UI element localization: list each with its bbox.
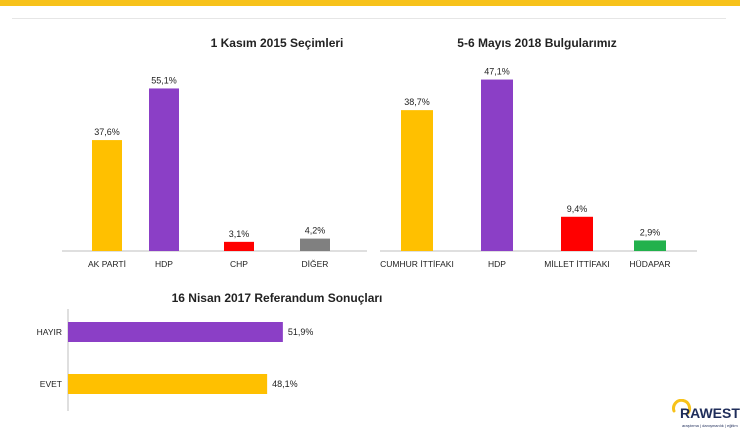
logo-name: RAWEST: [680, 405, 740, 421]
chart-3-bar-0: [68, 322, 283, 342]
chart-1-value-label-2: 3,1%: [229, 229, 250, 239]
chart-2-value-label-3: 2,9%: [640, 227, 661, 237]
chart-1-value-label-1: 55,1%: [151, 75, 177, 85]
chart-3-category-label-1: EVET: [40, 379, 62, 389]
logo-swoosh-icon: [672, 399, 692, 415]
chart-1-bar-0: [92, 140, 122, 251]
chart-3-value-label-1: 48,1%: [272, 379, 298, 389]
chart-2-bar-3: [634, 240, 666, 251]
rawest-logo: RAWEST araştırma | danışmanlık | eğitim: [666, 395, 740, 435]
chart-1-bar-3: [300, 238, 330, 251]
charts-canvas: 1 Kasım 2015 Seçimleri 37,6% AK PARTİ 55,1%…: [37, 36, 697, 411]
chart-2-value-label-2: 9,4%: [567, 204, 588, 214]
chart-2-title: 5-6 Mayıs 2018 Bulgularımız: [457, 36, 616, 50]
chart-1-bar-2: [224, 241, 254, 251]
chart-2-bar-0: [401, 110, 433, 251]
chart-1-value-label-0: 37,6%: [94, 127, 120, 137]
top-accent-bar: [0, 0, 740, 6]
chart-3-title: 16 Nisan 2017 Referandum Sonuçları: [172, 291, 383, 305]
chart-2-bar-1: [481, 79, 513, 251]
chart-1-bar-1: [149, 88, 179, 251]
chart-2-category-label-0: CUMHUR İTTİFAKI: [380, 259, 454, 269]
chart-2-category-label-3: HÜDAPAR: [630, 259, 671, 269]
logo-tagline: araştırma | danışmanlık | eğitim: [682, 423, 738, 428]
chart-3-category-label-0: HAYIR: [37, 327, 62, 337]
slide-panel: 1 Kasım 2015 Seçimleri 37,6% AK PARTİ 55,1%…: [12, 18, 740, 428]
chart-1-value-label-3: 4,2%: [305, 226, 326, 236]
chart-1-category-label-0: AK PARTİ: [88, 259, 126, 269]
chart-2-value-label-1: 47,1%: [484, 67, 510, 77]
chart-1-title: 1 Kasım 2015 Seçimleri: [211, 36, 344, 50]
chart-3-value-label-0: 51,9%: [288, 327, 314, 337]
chart-2-category-label-1: HDP: [488, 259, 506, 269]
chart-1-category-label-3: DİĞER: [302, 259, 329, 269]
chart-2-category-label-2: MİLLET İTTİFAKI: [544, 259, 610, 269]
chart-2-value-label-0: 38,7%: [404, 97, 430, 107]
chart-2-bar-2: [561, 216, 593, 251]
chart-1-category-label-2: CHP: [230, 259, 248, 269]
chart-3-bar-1: [68, 374, 268, 394]
chart-1-category-label-1: HDP: [155, 259, 173, 269]
